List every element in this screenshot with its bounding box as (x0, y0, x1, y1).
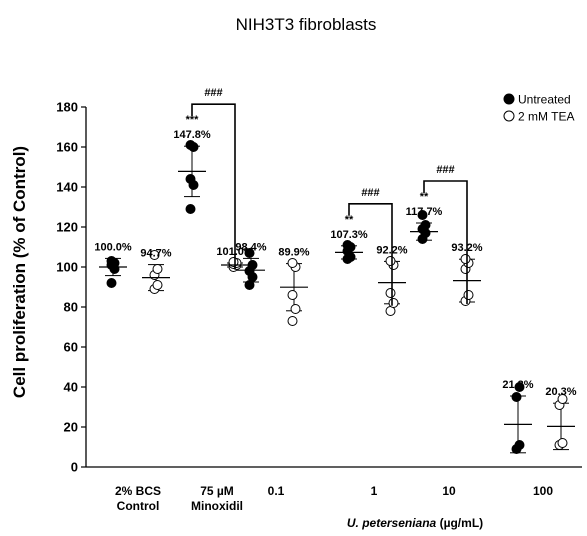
significance-marker: *** (186, 114, 200, 126)
data-group: 21.3% (502, 379, 534, 454)
comparison-label: ### (436, 164, 454, 176)
data-point (290, 304, 301, 314)
percent-label: 107.3% (330, 229, 368, 241)
x-category-label: Control (117, 499, 160, 513)
data-point (514, 382, 525, 392)
y-tick-label: 60 (64, 340, 78, 355)
y-axis-label: Cell proliferation (% of Control) (10, 146, 29, 398)
x-category-label: 10 (442, 484, 456, 498)
percent-label: 21.3% (502, 379, 533, 391)
data-groups: 100.0% 147.8% *** 98.4% 107.3% ** 117.7% ** 21.3… (94, 114, 577, 454)
data-point (244, 248, 255, 258)
x-category-label: Minoxidil (191, 499, 243, 513)
data-group: 107.3% ** (330, 214, 368, 264)
comparison-bracket: ### (423, 164, 468, 304)
data-point (106, 278, 117, 288)
bracket-line (423, 180, 468, 304)
x-axis-unit-label: U. peterseniana (µg/mL) (347, 516, 483, 530)
data-point (287, 290, 298, 300)
data-point (185, 204, 196, 214)
comparison-label: ### (361, 187, 379, 199)
percent-label: 117.7% (406, 206, 443, 218)
percent-label: 147.8% (173, 129, 211, 141)
data-point (511, 392, 522, 402)
percent-label: 94.7% (140, 248, 171, 260)
legend-marker (503, 110, 515, 122)
data-point (247, 260, 258, 270)
legend-label: Untreated (518, 93, 571, 107)
data-point (417, 210, 428, 220)
data-group: 20.3% (545, 386, 577, 451)
y-tick-label: 20 (64, 420, 78, 435)
comparison-label: ### (204, 87, 222, 99)
percent-label: 89.9% (278, 247, 309, 259)
y-tick-label: 40 (64, 380, 78, 395)
chart-title: NIH3T3 fibroblasts (236, 15, 377, 34)
x-axis-unit-italic: U. peterseniana (347, 516, 437, 530)
data-point (152, 280, 163, 290)
significance-marker: ** (420, 191, 429, 203)
data-group: 147.8% *** (173, 114, 211, 214)
bracket-line (191, 103, 236, 269)
comparison-bracket: ### (191, 87, 236, 269)
data-group: 100.0% (94, 241, 132, 288)
annotations: ### ### ### (191, 87, 468, 306)
y-tick-label: 180 (56, 100, 78, 115)
data-point (420, 220, 431, 230)
data-point (149, 250, 160, 260)
data-point (287, 316, 298, 326)
comparison-bracket: ### (348, 187, 393, 306)
x-category-label: 1 (371, 484, 378, 498)
data-point (463, 290, 474, 300)
data-point (514, 440, 525, 450)
data-point (557, 394, 568, 404)
data-point (385, 288, 396, 298)
data-group: 117.7% ** (406, 191, 443, 244)
legend-label: 2 mM TEA (518, 110, 574, 124)
percent-label: 100.0% (94, 241, 132, 253)
data-point (185, 140, 196, 150)
legend: Untreated 2 mM TEA (503, 93, 574, 124)
bracket-line (348, 203, 393, 306)
legend-item: Untreated (503, 93, 571, 107)
y-tick-label: 80 (64, 300, 78, 315)
data-point (152, 264, 163, 274)
significance-marker: ** (345, 214, 354, 226)
x-category-label: 100 (533, 484, 553, 498)
y-tick-label: 160 (56, 140, 78, 155)
data-point (342, 240, 353, 250)
y-tick-label: 120 (56, 220, 78, 235)
data-point (388, 298, 399, 308)
data-point (185, 174, 196, 184)
x-category-label: 2% BCS (115, 484, 161, 498)
percent-label: 98.4% (235, 241, 266, 253)
data-group: 89.9% (278, 247, 310, 326)
data-point (557, 438, 568, 448)
y-tick-label: 100 (56, 260, 78, 275)
percent-label: 20.3% (545, 386, 576, 398)
x-axis-unit-rest: (µg/mL) (436, 516, 483, 530)
y-tick-label: 140 (56, 180, 78, 195)
legend-item: 2 mM TEA (503, 110, 574, 124)
data-group: 94.7% (140, 248, 172, 294)
legend-marker (503, 93, 515, 105)
data-point (287, 258, 298, 268)
y-tick-label: 0 (71, 460, 78, 475)
data-point (460, 254, 471, 264)
x-category-label: 75 µM (200, 484, 234, 498)
x-category-label: 0.1 (268, 484, 285, 498)
data-point (106, 256, 117, 266)
data-point (385, 256, 396, 266)
